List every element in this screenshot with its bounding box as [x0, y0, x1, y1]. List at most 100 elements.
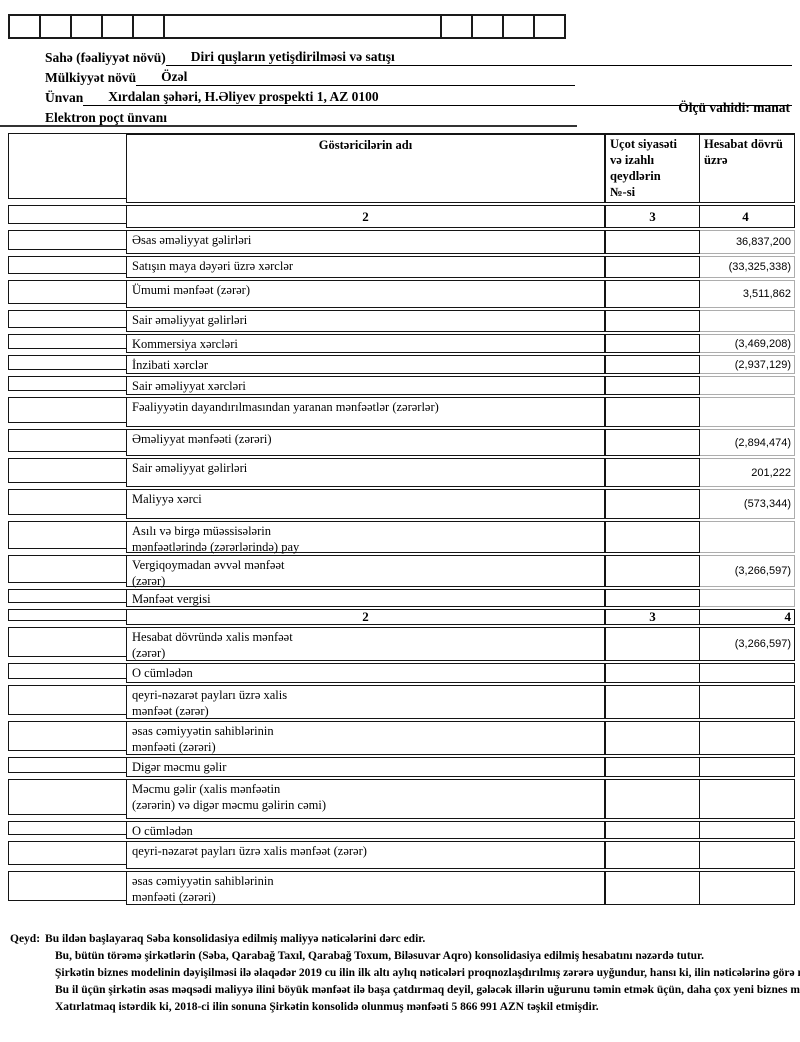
row-notes-cell: [605, 841, 700, 869]
row-label: Ümumi mənfəət (zərər): [126, 280, 605, 308]
row-label: Asılı və birgə müəssisələrin mənfəətləri…: [126, 521, 605, 554]
field-email: Elektron poçt ünvanı: [45, 106, 563, 126]
code-box-wide: [163, 14, 442, 39]
row-value: (2,894,474): [700, 429, 795, 456]
row-value: [700, 685, 795, 719]
row-value: 201,222: [700, 458, 795, 487]
row-index-cell: [8, 589, 127, 607]
row-label: əsas cəmiyyətin sahiblərinin mənfəəti (z…: [126, 871, 605, 905]
header-notes-cell: Uçot siyasəti və izahlı qeydlərin №-si: [605, 133, 700, 203]
table-row: Kommersiya xərcləri (3,469,208): [8, 334, 795, 353]
row-index-cell: [8, 256, 127, 278]
table-row: Digər məcmu gəlir: [8, 757, 795, 777]
row-notes-cell: [605, 663, 700, 683]
index-box: [8, 871, 127, 901]
index-box: [8, 376, 127, 391]
row-label: İnzibati xərclər: [126, 355, 605, 374]
index-box: [8, 355, 127, 370]
row-index-cell: [8, 230, 127, 254]
row-notes-cell: [605, 458, 700, 487]
note-prefix: Qeyd:: [10, 933, 41, 945]
table-row: O cümlədən: [8, 663, 795, 683]
index-box: [8, 841, 127, 865]
row-index-cell: [8, 310, 127, 332]
index-box: [8, 230, 127, 250]
row-value: (33,325,338): [700, 256, 795, 278]
row-label: Mənfəət vergisi: [126, 589, 605, 607]
row-index-cell: [8, 663, 127, 683]
row-index-cell: [8, 280, 127, 308]
row-value: (3,469,208): [700, 334, 795, 353]
row-index-cell: [8, 685, 127, 719]
index-box: [8, 721, 127, 751]
row-index-cell: [8, 721, 127, 755]
row-index-cell: [8, 757, 127, 777]
row-notes-cell: [605, 310, 700, 332]
row-label: Sair əməliyyat xərcləri: [126, 376, 605, 395]
index-box: [8, 685, 127, 715]
index-box: [8, 280, 127, 304]
row-label: Sair əməliyyat gəlirləri: [126, 310, 605, 332]
row-label: Hesabat dövründə xalis mənfəət (zərər): [126, 627, 605, 661]
row-notes-cell: [605, 589, 700, 607]
table-section-lower: Hesabat dövründə xalis mənfəət (zərər) (3…: [8, 627, 795, 905]
row-value: (3,266,597): [700, 627, 795, 661]
row-value: [700, 521, 795, 553]
table-row: Sair əməliyyat gəlirləri: [8, 310, 795, 332]
table-row: Maliyyə xərci (573,344): [8, 489, 795, 519]
index-box: [8, 609, 127, 621]
table-row: qeyri-nəzarət payları üzrə xalis mənfəət…: [8, 685, 795, 719]
index-box: [8, 310, 127, 328]
column-number: 4: [700, 609, 795, 625]
table-row: Sair əməliyyat gəlirləri 201,222: [8, 458, 795, 487]
table-row: əsas cəmiyyətin sahiblərinin mənfəəti (z…: [8, 871, 795, 905]
row-notes-cell: [605, 871, 700, 905]
row-value: [700, 841, 795, 869]
row-index-cell: [8, 489, 127, 519]
field-value: Diri quşların yetişdirilməsi və satışı: [165, 49, 792, 66]
table-row: Satışın maya dəyəri üzrə xərclər (33,325,…: [8, 256, 795, 278]
table-row: Əməliyyat mənfəəti (zərəri) (2,894,474): [8, 429, 795, 456]
table-row: Asılı və birgə müəssisələrin mənfəətləri…: [8, 521, 795, 554]
note-line: Xatırlatmaq istərdik ki, 2018-ci ilin so…: [55, 1001, 599, 1013]
row-notes-cell: [605, 555, 700, 587]
row-value: (573,344): [700, 489, 795, 519]
row-value: [700, 821, 795, 839]
code-box: [440, 14, 473, 39]
row-notes-cell: [605, 230, 700, 254]
row-value: 36,837,200: [700, 230, 795, 254]
table-header-row: Göstəricilərin adı Uçot siyasəti və izah…: [8, 133, 795, 203]
row-label: Məcmu gəlir (xalis mənfəətin (zərərin) v…: [126, 779, 605, 819]
table-row: O cümlədən: [8, 821, 795, 839]
row-label: Sair əməliyyat gəlirləri: [126, 458, 605, 487]
row-notes-cell: [605, 779, 700, 819]
row-value: (3,266,597): [700, 555, 795, 587]
row-value: (2,937,129): [700, 355, 795, 374]
column-number: 2: [126, 205, 605, 228]
table-row: Fəaliyyətin dayandırılmasından yaranan m…: [8, 397, 795, 427]
index-box: [8, 489, 127, 515]
code-box: [132, 14, 165, 39]
row-index-cell: [8, 821, 127, 839]
row-value: [700, 397, 795, 427]
row-index-cell: [8, 871, 127, 905]
field-label: Mülkiyyət növü: [45, 70, 137, 85]
row-index-cell: [8, 555, 127, 587]
row-index-cell: [8, 376, 127, 395]
header-name-cell: Göstəricilərin adı: [126, 133, 605, 203]
row-label: əsas cəmiyyətin sahiblərinin mənfəəti (z…: [126, 721, 605, 755]
row-index-cell: [8, 779, 127, 819]
table-row: Sair əməliyyat xərcləri: [8, 376, 795, 395]
row-label: Digər məcmu gəlir: [126, 757, 605, 777]
row-notes-cell: [605, 627, 700, 661]
code-box: [471, 14, 504, 39]
row-notes-cell: [605, 256, 700, 278]
row-label: Satışın maya dəyəri üzrə xərclər: [126, 256, 605, 278]
row-label: Kommersiya xərcləri: [126, 334, 605, 353]
row-value: 3,511,862: [700, 280, 795, 308]
table-row: Vergiqoymadan əvvəl mənfəət (zərər) (3,26…: [8, 555, 795, 588]
unit-label: Ölçü vahidi: manat: [678, 100, 790, 115]
row-label: O cümlədən: [126, 821, 605, 839]
row-index-cell: [8, 458, 127, 487]
